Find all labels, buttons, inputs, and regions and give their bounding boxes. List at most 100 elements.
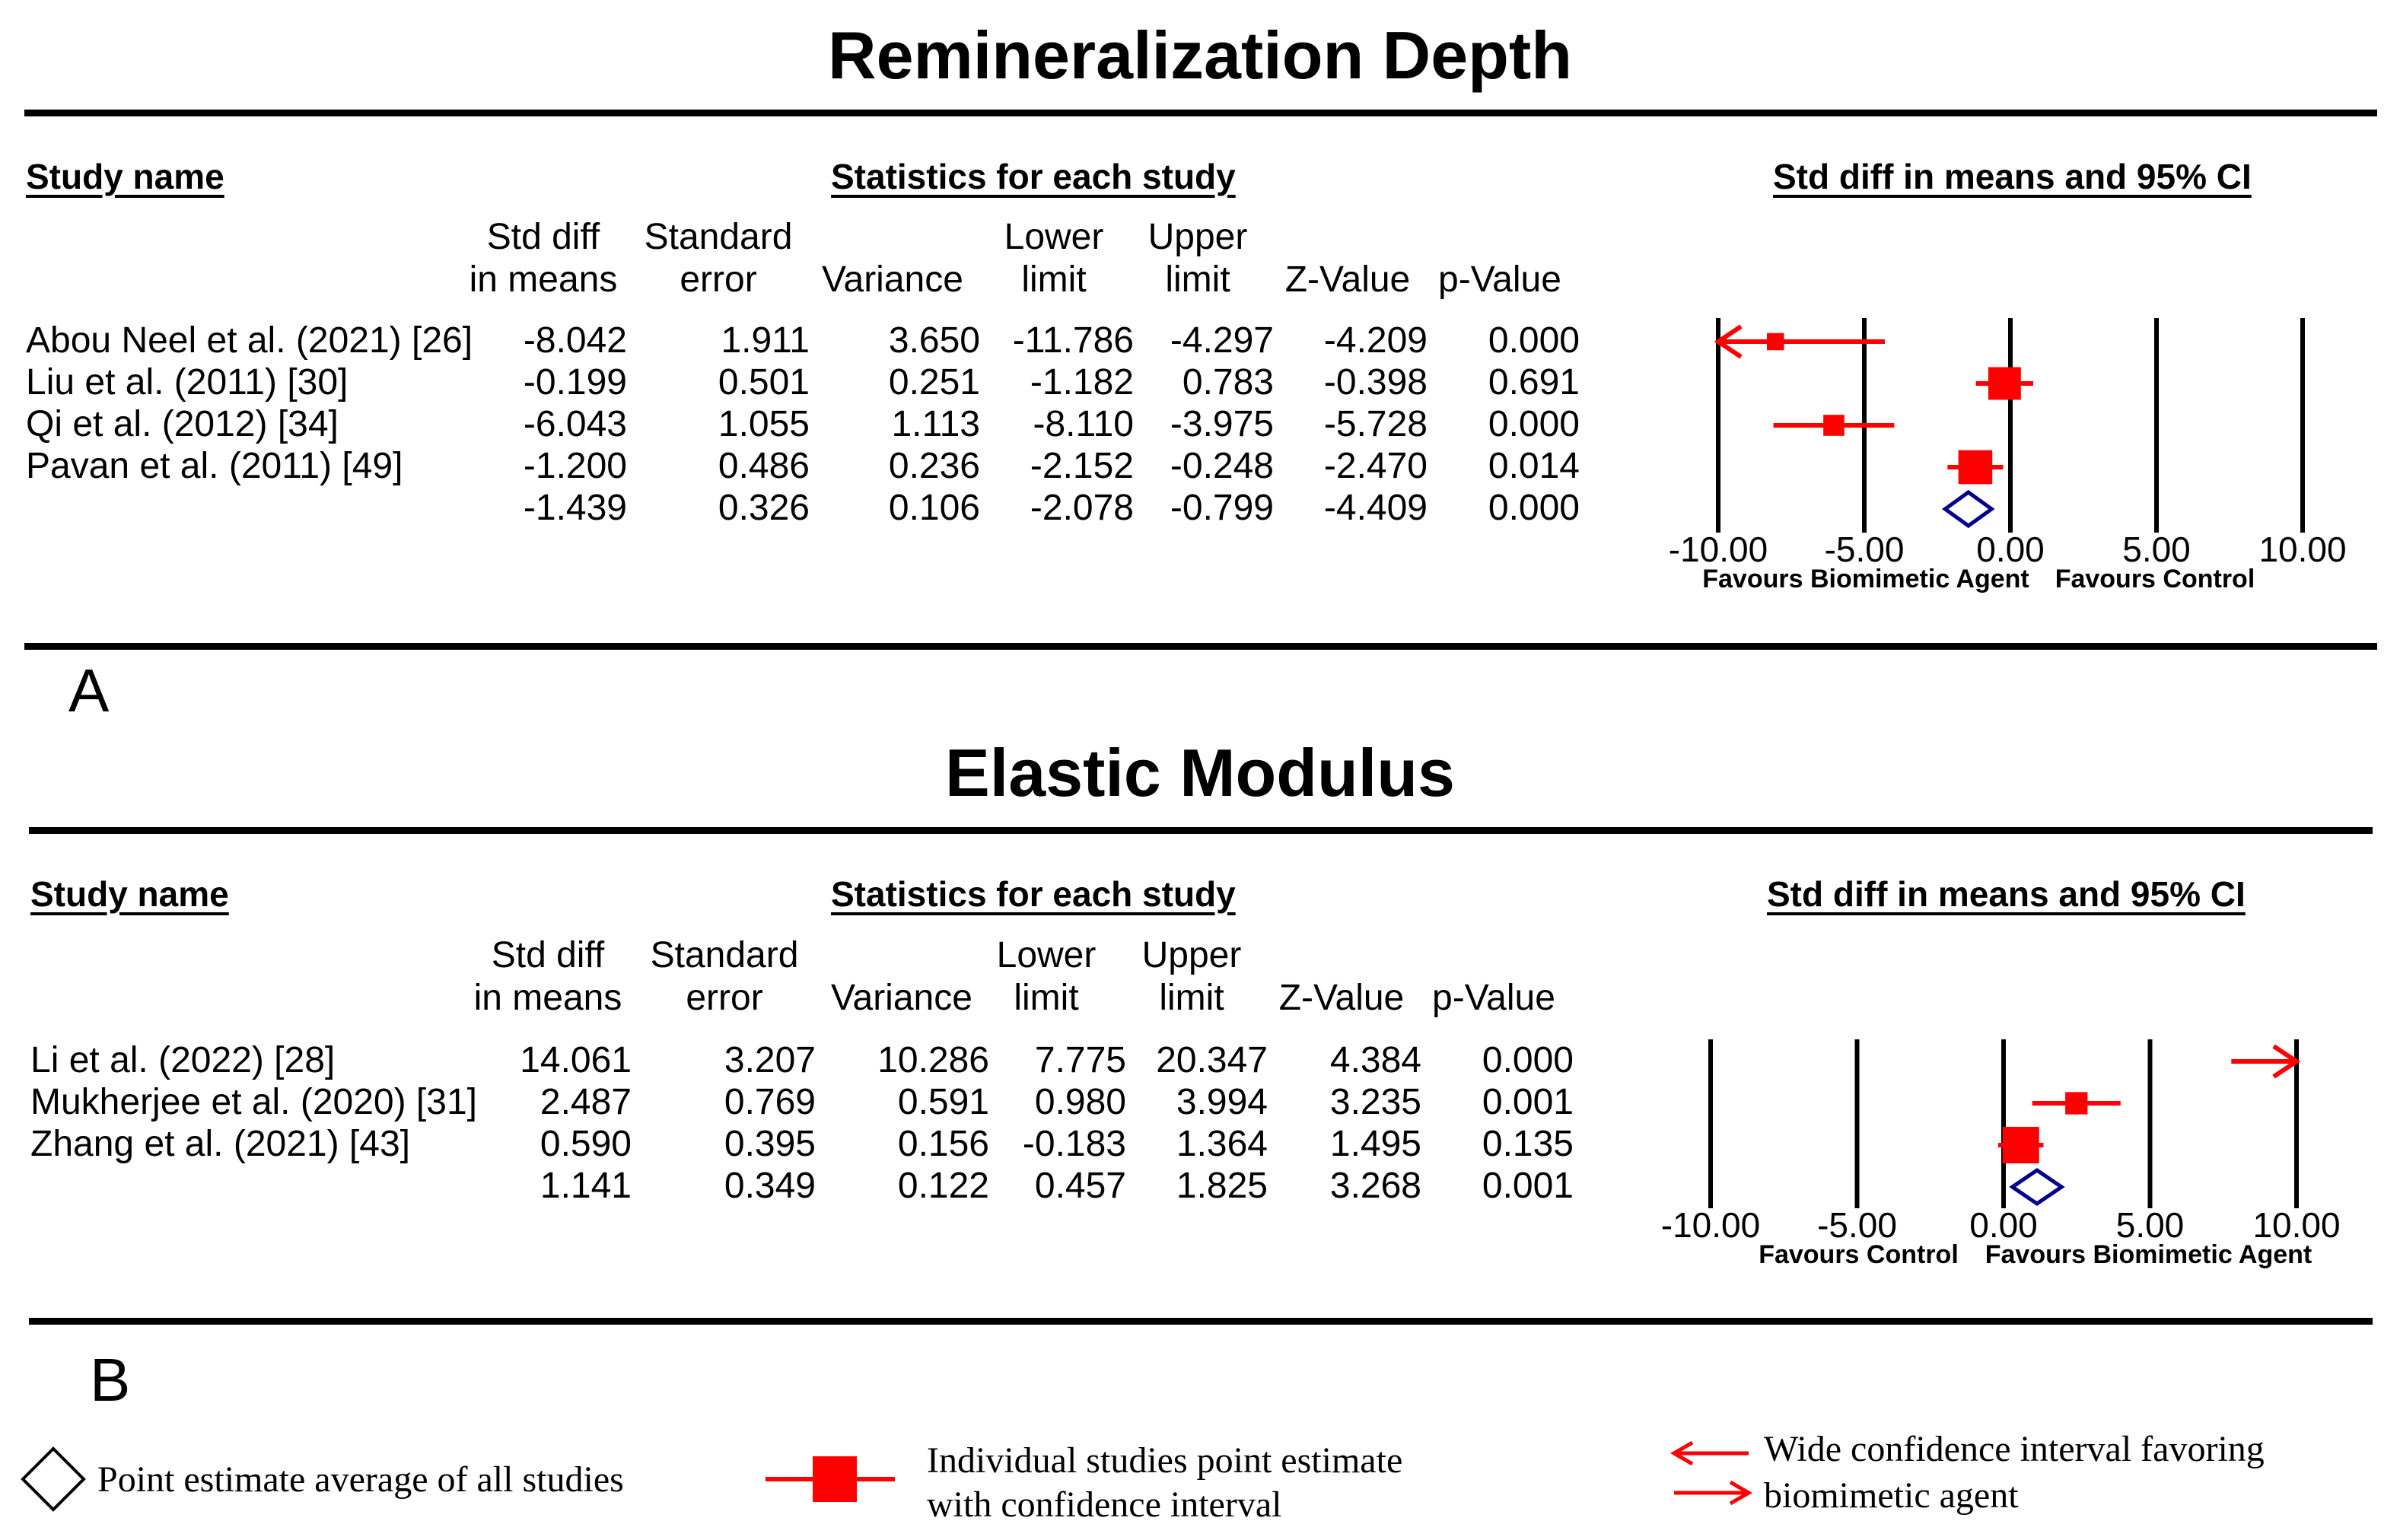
legend-square-icon (813, 1456, 857, 1502)
table-cell: -6.043 (523, 404, 627, 444)
tick-label: 5.00 (2122, 530, 2191, 569)
table-cell: 0.980 (1034, 1082, 1126, 1122)
table-cell: 0.001 (1482, 1166, 1574, 1206)
panel-a-label: A (68, 657, 110, 724)
panel-a-study-header: Study name (26, 157, 224, 196)
column-header: Upper (1147, 217, 1248, 257)
column-header: Z-Value (1284, 259, 1411, 300)
favours-right-label: Favours Control (2055, 565, 2255, 593)
table-cell: -4.209 (1323, 320, 1428, 361)
legend-square-text-2: with confidence interval (927, 1484, 1282, 1525)
study-point-estimate (1958, 450, 1993, 485)
summary-diamond (1941, 489, 1995, 529)
table-cell: 3.207 (724, 1040, 816, 1080)
column-header: error (680, 259, 757, 300)
table-cell: 0.106 (888, 488, 980, 528)
column-header: Variance (831, 978, 972, 1018)
table-cell: -2.470 (1323, 446, 1428, 486)
legend-arrow-right-head (1729, 1480, 1752, 1506)
table-cell: 10.286 (877, 1040, 989, 1080)
column-header: in means (473, 978, 622, 1018)
study-name: Pavan et al. (2011) [49] (26, 446, 403, 486)
table-cell: 1.495 (1329, 1124, 1421, 1164)
panel-b-study-header: Study name (30, 874, 229, 914)
column-header: Lower (996, 935, 1097, 975)
tick-label: -5.00 (1825, 530, 1905, 569)
study-name: Zhang et al. (2021) [43] (30, 1124, 410, 1164)
table-cell: 0.349 (724, 1166, 816, 1206)
table-cell: 4.384 (1329, 1040, 1421, 1080)
table-cell: 0.001 (1482, 1082, 1574, 1122)
table-cell: -0.248 (1170, 446, 1274, 486)
table-cell: 0.769 (724, 1082, 816, 1122)
table-cell: 0.156 (897, 1124, 989, 1164)
table-cell: 0.395 (724, 1124, 816, 1164)
panel-a-title: Remineralization Depth (828, 18, 1572, 93)
tick-label: -10.00 (1669, 530, 1768, 569)
table-cell: 0.000 (1488, 488, 1580, 528)
panel-a-plot-header: Std diff in means and 95% CI (1773, 157, 2252, 196)
table-cell: 0.251 (888, 362, 980, 402)
tick-label: 10.00 (2258, 530, 2346, 569)
table-cell: 3.268 (1329, 1166, 1421, 1206)
table-cell: 0.590 (540, 1124, 632, 1164)
legend-diamond-icon (21, 1446, 86, 1512)
table-cell: 1.364 (1176, 1124, 1268, 1164)
panel-a-stats-header: Statistics for each study (831, 157, 1236, 196)
table-cell: 0.122 (897, 1166, 989, 1206)
table-cell: 1.911 (721, 320, 810, 361)
tick-label: 5.00 (2116, 1205, 2185, 1245)
favours-right-label: Favours Biomimetic Agent (1985, 1240, 2312, 1269)
table-cell: 1.055 (718, 404, 810, 444)
study-point-estimate (1988, 367, 2021, 400)
panel-a-top-rule (24, 110, 2377, 116)
table-cell: -4.297 (1170, 320, 1274, 361)
column-header: error (686, 978, 763, 1018)
legend (21, 1440, 1752, 1512)
table-cell: -0.398 (1323, 362, 1428, 402)
panel-b-label: B (90, 1346, 131, 1414)
column-header: Standard (650, 935, 799, 975)
table-cell: 0.000 (1488, 320, 1580, 361)
table-cell: -11.786 (1012, 320, 1134, 361)
column-header: in means (469, 259, 618, 300)
tick-label: 0.00 (1976, 530, 2045, 569)
panel-b-stats-header: Statistics for each study (831, 874, 1236, 914)
table-cell: 0.591 (897, 1082, 989, 1122)
study-point-estimate (2002, 1127, 2039, 1163)
table-cell: 0.236 (888, 446, 980, 486)
table-cell: 0.486 (718, 446, 810, 486)
legend-arrow-left-head (1670, 1440, 1694, 1466)
table-cell: -3.975 (1170, 404, 1274, 444)
panel-b-plot-header: Std diff in means and 95% CI (1767, 874, 2246, 914)
panel-b-title: Elastic Modulus (945, 735, 1455, 810)
table-cell: -0.199 (523, 362, 627, 402)
table-cell: -4.409 (1323, 488, 1428, 528)
study-point-estimate (1766, 332, 1784, 351)
table-cell: 1.825 (1176, 1166, 1268, 1206)
tick-label: 0.00 (1969, 1205, 2038, 1245)
study-name: Abou Neel et al. (2021) [26] (26, 320, 473, 361)
panel-b-bottom-rule (29, 1318, 2373, 1325)
column-header: p-Value (1438, 259, 1561, 300)
table-cell: -1.439 (523, 488, 627, 528)
column-header: Lower (1004, 217, 1104, 257)
ci-arrow-right (2272, 1044, 2301, 1079)
table-cell: 0.691 (1488, 362, 1580, 402)
panel-a-bottom-rule (24, 643, 2377, 650)
legend-square-text-1: Individual studies point estimate (927, 1440, 1403, 1481)
column-header: Variance (822, 259, 963, 300)
column-header: Standard (644, 217, 793, 257)
favours-left-label: Favours Control (1759, 1240, 1959, 1269)
forest-plot-b: -10.00 -5.00 0.00 5.00 10.00 Favours Control F… (1661, 1039, 2341, 1269)
table-cell: -2.078 (1030, 488, 1134, 528)
table-cell: 3.650 (888, 320, 980, 361)
column-header: limit (1159, 978, 1224, 1018)
table-cell: 0.014 (1488, 446, 1580, 486)
table-cell: -0.183 (1022, 1124, 1126, 1164)
table-cell: -5.728 (1323, 404, 1428, 444)
table-cell: 2.487 (540, 1082, 632, 1122)
table-cell: -1.200 (523, 446, 627, 486)
table-cell: 20.347 (1156, 1040, 1268, 1080)
